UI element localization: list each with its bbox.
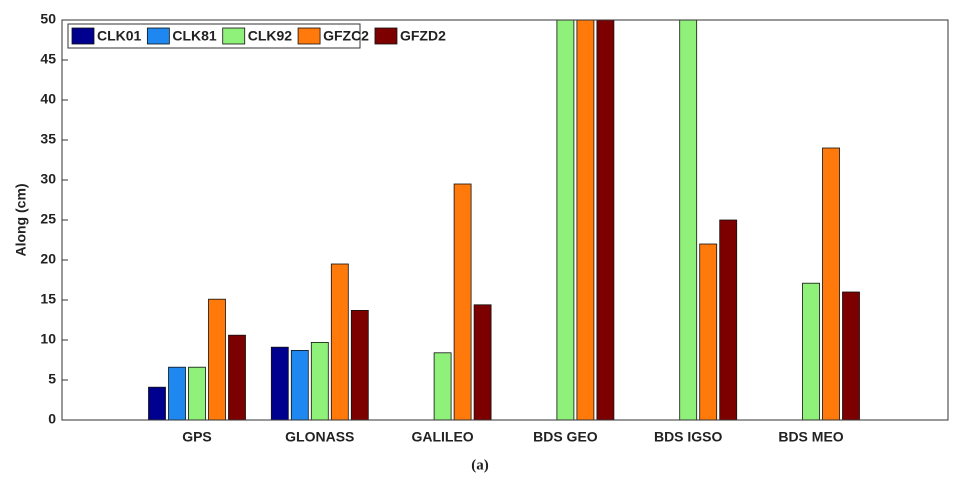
- y-tick-label: 25: [40, 211, 56, 227]
- bar: [822, 147, 840, 420]
- bar: [330, 263, 349, 420]
- bar: [350, 309, 369, 420]
- bar: [699, 243, 718, 420]
- y-tick-label: 15: [40, 291, 56, 307]
- plot-area: [148, 20, 860, 420]
- legend-swatch: [71, 27, 95, 45]
- bar: [596, 20, 615, 420]
- bar: [679, 20, 698, 420]
- legend-swatch: [146, 27, 170, 45]
- bar: [148, 386, 166, 420]
- bar: [188, 366, 206, 420]
- legend-label: CLK92: [248, 28, 293, 44]
- y-tick-label: 30: [40, 171, 56, 187]
- y-tick-label: 50: [40, 11, 56, 27]
- x-tick-label: BDS GEO: [533, 429, 598, 445]
- bar: [576, 20, 595, 420]
- bar: [290, 349, 309, 420]
- y-tick-label: 0: [48, 411, 56, 427]
- bar: [310, 341, 329, 420]
- bar: [719, 219, 738, 420]
- bar: [270, 346, 289, 420]
- legend-label: GFZC2: [323, 28, 369, 44]
- legend-swatch: [374, 27, 398, 45]
- bar: [433, 352, 452, 420]
- y-tick-label: 35: [40, 131, 56, 147]
- bar: [453, 183, 472, 420]
- x-tick-label: GLONASS: [285, 429, 354, 445]
- y-axis-label: Along (cm): [13, 183, 29, 256]
- x-tick-label: GPS: [182, 429, 212, 445]
- caption: (a): [471, 457, 489, 473]
- y-tick-label: 45: [40, 51, 56, 67]
- legend-label: GFZD2: [400, 28, 446, 44]
- bar: [556, 20, 575, 420]
- y-tick-label: 40: [40, 91, 56, 107]
- legend-label: CLK01: [97, 28, 142, 44]
- bar: [802, 282, 820, 420]
- legend-label: CLK81: [172, 28, 217, 44]
- bar: [228, 334, 246, 420]
- y-tick-label: 5: [48, 371, 56, 387]
- x-tick-label: BDS MEO: [778, 429, 843, 445]
- bar: [208, 298, 226, 420]
- bar: [168, 366, 186, 420]
- bar: [473, 304, 492, 420]
- x-tick-label: BDS IGSO: [654, 429, 723, 445]
- y-tick-label: 10: [40, 331, 56, 347]
- bar: [842, 291, 860, 420]
- legend-swatch: [222, 27, 246, 45]
- legend-swatch: [297, 27, 321, 45]
- x-tick-label: GALILEO: [411, 429, 473, 445]
- y-tick-label: 20: [40, 251, 56, 267]
